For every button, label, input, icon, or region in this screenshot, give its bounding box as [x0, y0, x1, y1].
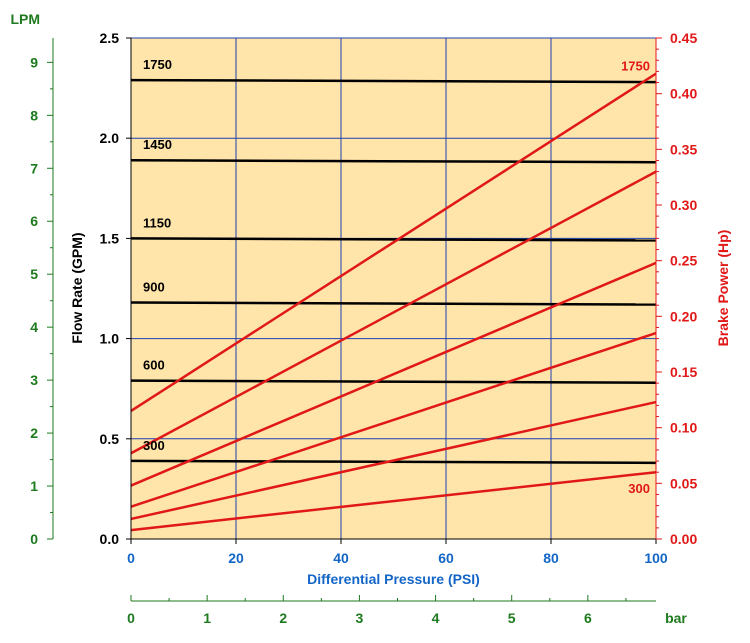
- lpm-axis-tick-label: 2: [30, 425, 38, 441]
- right-axis-tick-label: 0.00: [670, 531, 697, 547]
- text-labels: 17501450115090060030017503000.00.51.01.5…: [10, 11, 731, 626]
- right-axis-tick-label: 0.15: [670, 364, 697, 380]
- axes: [47, 37, 662, 602]
- lpm-axis-label: LPM: [10, 11, 40, 27]
- plot-area: [131, 38, 656, 539]
- bar-axis-tick-label: 3: [356, 610, 364, 626]
- lpm-axis-tick-label: 6: [30, 213, 38, 229]
- lpm-axis-tick-label: 8: [30, 107, 38, 123]
- right-axis-tick-label: 0.30: [670, 197, 697, 213]
- lpm-axis-tick-label: 0: [30, 531, 38, 547]
- left-axis-tick-label: 0.0: [100, 531, 120, 547]
- bottom-axis-tick-label: 60: [438, 550, 454, 566]
- bar-axis-tick-label: 5: [508, 610, 516, 626]
- bottom-axis-tick-label: 100: [644, 550, 668, 566]
- flow-line: [130, 158, 657, 164]
- power-line: [130, 261, 657, 487]
- flow-line: [130, 379, 657, 384]
- lpm-axis-tick-label: 4: [30, 319, 38, 335]
- lpm-axis-tick-label: 5: [30, 266, 38, 282]
- right-axis-tick-label: 0.20: [670, 308, 697, 324]
- x-axis-title: Differential Pressure (PSI): [307, 571, 480, 587]
- bar-axis-tick-label: 6: [584, 610, 592, 626]
- right-axis-tick-label: 0.35: [670, 141, 697, 157]
- bottom-axis-tick-label: 40: [333, 550, 349, 566]
- power-line: [130, 72, 657, 413]
- series-lines: [130, 72, 657, 532]
- bottom-axis-tick-label: 0: [127, 550, 135, 566]
- flow-line-label: 1750: [143, 57, 172, 72]
- flow-line: [130, 78, 657, 84]
- flow-line: [130, 459, 657, 465]
- flow-line-label: 900: [143, 280, 165, 295]
- lpm-axis-tick-label: 7: [30, 160, 38, 176]
- power-line: [130, 170, 657, 455]
- bar-axis-tick-label: 1: [203, 610, 211, 626]
- power-line: [130, 400, 657, 521]
- flow-line-label: 1450: [143, 137, 172, 152]
- left-axis-tick-label: 2.5: [100, 30, 120, 46]
- lpm-axis-tick-label: 1: [30, 478, 38, 494]
- flow-line-label: 600: [143, 358, 165, 373]
- bar-axis-tick-label: 4: [432, 610, 440, 626]
- right-axis-title: Brake Power (Hp): [715, 230, 731, 347]
- left-axis-tick-label: 2.0: [100, 130, 120, 146]
- left-axis-tick-label: 1.5: [100, 230, 120, 246]
- bar-axis-tick-label: 2: [279, 610, 287, 626]
- flow-line: [130, 301, 657, 306]
- lpm-axis-tick-label: 9: [30, 54, 38, 70]
- flow-line-label: 1150: [143, 215, 171, 230]
- power-line-label: 300: [628, 481, 650, 496]
- flow-line: [130, 237, 657, 242]
- right-axis-tick-label: 0.45: [670, 30, 697, 46]
- right-axis-tick-label: 0.10: [670, 420, 697, 436]
- power-line: [130, 331, 657, 508]
- power-line-label: 1750: [621, 59, 650, 74]
- right-axis-tick-label: 0.25: [670, 253, 697, 269]
- bottom-axis-tick-label: 20: [228, 550, 244, 566]
- flow-line-label: 300: [143, 438, 165, 453]
- bottom-axis-tick-label: 80: [543, 550, 559, 566]
- bar-axis-tick-label: 0: [127, 610, 135, 626]
- power-line: [130, 470, 657, 532]
- left-axis-title: Flow Rate (GPM): [69, 232, 85, 343]
- left-axis-tick-label: 0.5: [100, 431, 120, 447]
- right-axis-tick-label: 0.05: [670, 475, 697, 491]
- bar-axis-label: bar: [665, 610, 687, 626]
- left-axis-tick-label: 1.0: [100, 331, 120, 347]
- right-axis-tick-label: 0.40: [670, 86, 697, 102]
- lpm-axis-tick-label: 3: [30, 372, 38, 388]
